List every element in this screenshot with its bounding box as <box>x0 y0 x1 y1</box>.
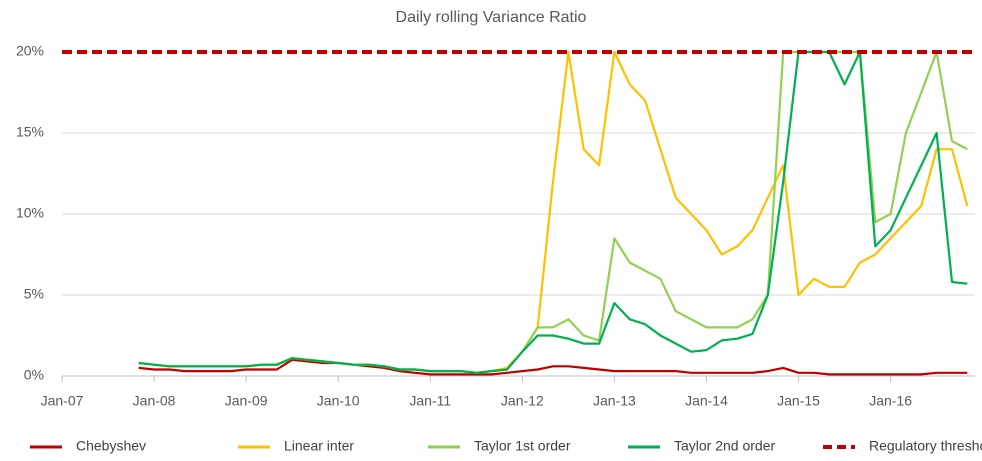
legend-label: Linear inter <box>284 438 354 454</box>
chart-title: Daily rolling Variance Ratio <box>396 9 587 26</box>
x-tick-label: Jan-08 <box>133 393 176 409</box>
x-tick-label: Jan-13 <box>593 393 636 409</box>
x-tick-label: Jan-14 <box>685 393 728 409</box>
x-tick-label: Jan-10 <box>317 393 360 409</box>
legend-label: Taylor 2nd order <box>674 438 776 454</box>
legend-label: Regulatory threshold <box>869 438 982 454</box>
legend-label: Taylor 1st order <box>474 438 571 454</box>
plot-area <box>138 50 969 376</box>
series-line <box>138 50 969 374</box>
x-tick-label: Jan-15 <box>777 393 820 409</box>
y-tick-label: 20% <box>16 43 44 59</box>
series-line <box>138 50 968 374</box>
legend-label: Chebyshev <box>76 438 146 454</box>
y-tick-label: 5% <box>24 286 44 302</box>
y-tick-label: 15% <box>16 124 44 140</box>
y-tick-label: 10% <box>16 205 44 221</box>
x-tick-label: Jan-12 <box>501 393 544 409</box>
y-tick-label: 0% <box>24 367 44 383</box>
x-tick-label: Jan-16 <box>869 393 912 409</box>
series-line <box>138 358 968 376</box>
x-tick-label: Jan-07 <box>41 393 84 409</box>
x-tick-label: Jan-09 <box>225 393 268 409</box>
series-line <box>138 50 968 374</box>
x-tick-label: Jan-11 <box>409 393 451 409</box>
